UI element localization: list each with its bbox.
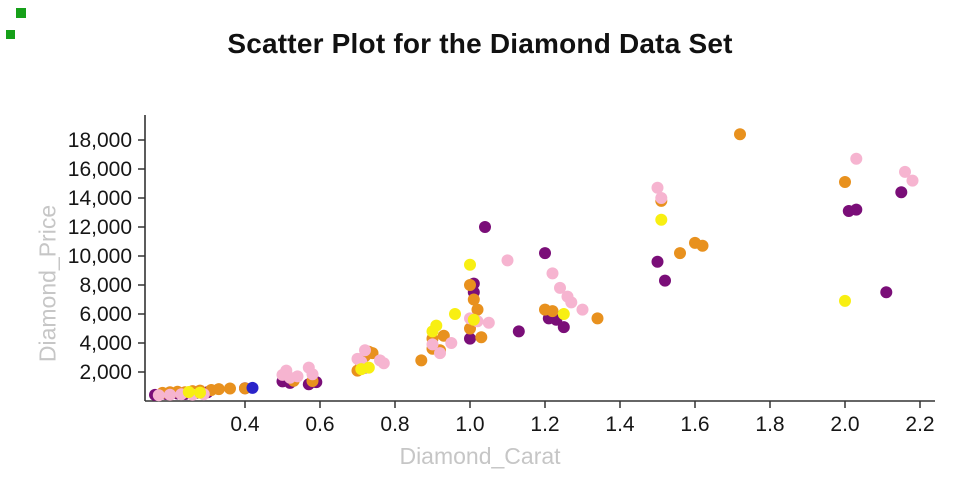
scatter-point-pink [152,389,165,402]
scatter-point-pink [359,344,371,357]
scatter-point-pink [434,347,446,360]
x-tick-label: 0.6 [305,413,334,436]
scatter-point-orange [674,247,686,260]
scatter-point-pink [306,368,319,381]
y-tick-label: 14,000 [68,187,132,210]
scatter-point-yellow [557,308,570,320]
scatter-point-orange [734,128,746,141]
scatter-point-pink [445,337,458,349]
scatter-point-pink [164,388,176,401]
scatter-point-orange [839,176,851,188]
scatter-point-pink [291,370,304,383]
y-tick-label: 18,000 [68,129,132,152]
x-tick-label: 2.2 [905,413,934,436]
scatter-point-pink [554,281,566,294]
scatter-point-dark-purple [880,286,893,299]
scatter-point-orange [464,279,476,291]
scatter-point-orange [224,382,236,395]
x-tick-label: 1.6 [680,413,709,436]
scatter-point-yellow [194,386,206,399]
scatter-point-orange [467,293,480,306]
x-tick-label: 0.8 [380,413,409,436]
scatter-point-yellow [655,213,668,226]
scatter-point-pink [850,152,863,165]
y-tick-label: 10,000 [68,245,132,268]
scatter-point-yellow [839,294,851,307]
scatter-point-orange [546,305,559,318]
scatter-point-blue [246,381,259,394]
scatter-point-pink [576,303,589,316]
y-tick-label: 16,000 [68,158,132,181]
scatter-point-orange [591,312,604,325]
scatter-point-dark-purple [895,186,908,199]
y-tick-label: 8,000 [79,274,132,297]
scatter-point-pink [501,254,514,267]
x-tick-label: 1.0 [455,413,484,436]
scatter-point-pink [899,165,911,178]
scatter-point-yellow [467,313,480,326]
y-tick-label: 12,000 [68,216,132,239]
scatter-point-dark-purple [479,221,491,233]
scatter-point-pink [377,357,390,370]
y-tick-label: 2,000 [79,361,132,384]
chart-title: Scatter Plot for the Diamond Data Set [227,28,733,59]
scatter-point-pink [655,192,668,204]
scatter-point-orange [415,354,428,367]
scatter-point-dark-purple [464,332,476,345]
y-axis-label: Diamond_Price [34,204,61,363]
scatter-point-orange [471,303,484,316]
scatter-point-dark-purple [512,325,525,338]
scatter-point-orange [212,383,225,396]
scatter-point-orange [696,239,709,252]
green-marker-icon [6,30,15,39]
y-tick-label: 4,000 [79,332,132,355]
scatter-point-orange [475,331,488,344]
scatter-point-dark-purple [539,247,551,260]
x-axis-label: Diamond_Carat [399,443,561,469]
scatter-point-dark-purple [651,255,664,268]
x-tick-label: 0.4 [230,413,260,436]
scatter-point-yellow [430,319,443,332]
scatter-point-yellow [464,258,476,271]
scatter-point-pink [482,316,495,329]
scatter-point-yellow [362,361,375,374]
scatter-point-yellow [449,308,461,320]
scatter-point-dark-purple [850,203,863,216]
green-marker-icon [16,8,26,18]
scatter-point-pink [546,267,559,280]
scatter-point-pink [651,181,664,194]
scatter-point-orange [437,329,450,342]
scatter-point-yellow [182,386,195,398]
scatter-point-pink [426,338,439,351]
x-tick-label: 1.2 [530,413,559,436]
x-tick-label: 2.0 [830,413,859,436]
scatter-point-pink [906,174,919,187]
scatter-point-pink [565,296,578,309]
x-tick-label: 1.8 [755,413,784,436]
scatter-point-dark-purple [659,274,671,287]
scatter-point-dark-purple [557,321,570,334]
y-tick-label: 6,000 [79,303,132,326]
x-tick-label: 1.4 [605,413,635,436]
